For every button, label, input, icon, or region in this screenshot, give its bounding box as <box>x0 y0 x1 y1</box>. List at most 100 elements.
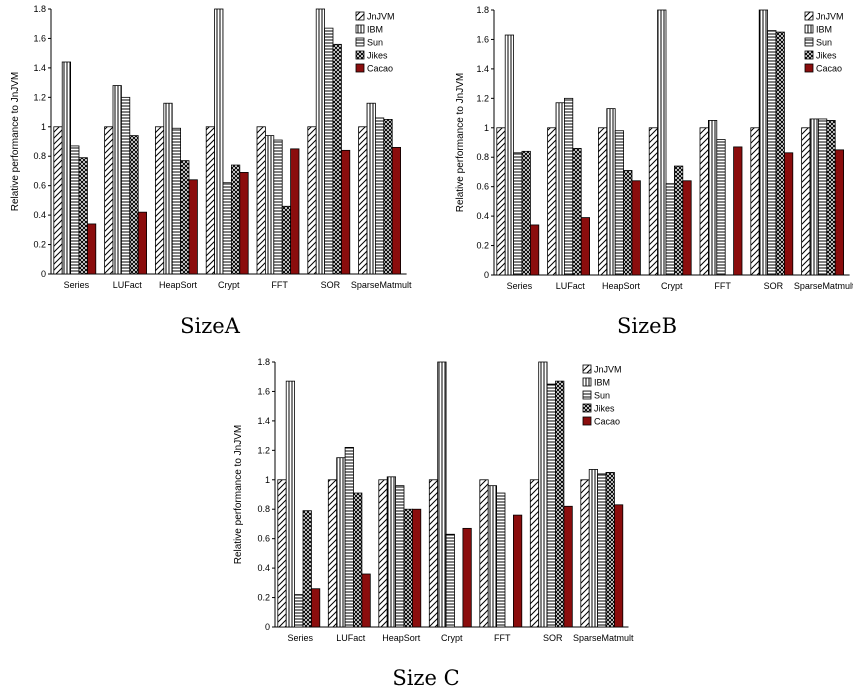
bar-crypt-ibm <box>214 8 224 275</box>
legend-swatch-cacao <box>355 63 365 73</box>
legend-swatch-jnjvm <box>355 11 365 21</box>
y-tick-label: 0.4 <box>476 211 489 221</box>
bar-lufact-sun <box>564 97 574 276</box>
bar-sparsematmult-jikes <box>826 120 836 276</box>
y-tick-label: 1.8 <box>33 4 46 14</box>
legend-swatch-jikes <box>804 50 814 60</box>
x-tick-label: SOR <box>321 280 341 290</box>
legend-label-sun: Sun <box>367 38 383 48</box>
legend-swatch-cacao <box>804 63 814 73</box>
y-axis-label: Relative performance to JnJVM <box>10 72 21 212</box>
bar-sparsematmult-cacao <box>834 149 845 276</box>
bar-sparsematmult-jikes <box>383 119 393 275</box>
bar-series-ibm <box>285 380 296 628</box>
bar-sparsematmult-sun <box>818 118 828 276</box>
bar-heapsort-cacao <box>188 179 198 275</box>
x-tick-label: Series <box>287 633 313 643</box>
y-tick-label: 0.4 <box>33 210 46 220</box>
legend-swatch-jnjvm <box>804 11 814 21</box>
bar-crypt-ibm <box>657 9 667 276</box>
legend-swatch-sun <box>582 390 592 400</box>
y-tick-label: 1.8 <box>476 5 489 15</box>
bar-sor-jikes <box>332 43 342 275</box>
bar-lufact-sun <box>121 96 131 275</box>
bar-fft-ibm <box>264 135 275 275</box>
bar-heapsort-sun <box>614 130 625 276</box>
y-tick-label: 0.8 <box>257 504 270 514</box>
x-tick-label: SOR <box>764 281 784 291</box>
caption-size-c: Size C <box>392 666 459 690</box>
bar-sor-sun <box>324 27 334 275</box>
y-tick-label: 0 <box>484 270 489 280</box>
bar-sparsematmult-ibm <box>588 469 599 628</box>
bar-fft-sun <box>496 492 506 628</box>
legend-swatch-ibm <box>355 24 365 34</box>
bar-series-sun <box>513 152 523 276</box>
y-tick-label: 0 <box>41 269 46 279</box>
bar-fft-sun <box>716 139 726 276</box>
bar-sparsematmult-jnjvm <box>801 127 811 276</box>
legend-label-cacao: Cacao <box>594 417 620 427</box>
legend-label-jikes: Jikes <box>816 51 837 61</box>
bar-fft-jnjvm <box>256 126 266 275</box>
legend-swatch-jikes <box>355 50 365 60</box>
bar-sor-jnjvm <box>307 126 317 275</box>
bar-series-jikes <box>302 510 312 628</box>
bar-fft-ibm <box>708 120 718 276</box>
bar-sor-cacao <box>340 149 351 275</box>
bar-crypt-cacao <box>682 180 692 276</box>
y-tick-label: 1.6 <box>257 386 270 396</box>
bar-lufact-jnjvm <box>547 127 557 276</box>
y-tick-label: 0.2 <box>33 240 46 250</box>
x-tick-label: LUFact <box>336 633 366 643</box>
bar-sor-ibm <box>758 9 769 276</box>
y-tick-label: 0 <box>265 622 270 632</box>
y-tick-label: 0.8 <box>33 151 46 161</box>
bar-sparsematmult-cacao <box>614 504 624 628</box>
bar-crypt-jikes <box>674 165 684 276</box>
bar-series-jikes <box>78 157 88 275</box>
bar-sparsematmult-ibm <box>366 102 376 275</box>
bar-crypt-sun <box>445 533 455 628</box>
legend-label-jnjvm: JnJVM <box>816 12 844 22</box>
bar-crypt-jikes <box>230 164 241 275</box>
bar-series-ibm <box>61 61 72 275</box>
y-tick-label: 0.2 <box>476 241 489 251</box>
legend: JnJVM IBM Sun Jikes Cacao <box>582 364 622 427</box>
bar-crypt-ibm <box>437 361 447 628</box>
legend-label-ibm: IBM <box>594 378 610 388</box>
bar-sparsematmult-jnjvm <box>358 126 368 275</box>
legend-swatch-sun <box>804 37 814 47</box>
legend-swatch-ibm <box>582 377 592 387</box>
legend-label-jikes: Jikes <box>594 404 615 414</box>
bar-sparsematmult-cacao <box>391 146 402 275</box>
legend-label-jnjvm: JnJVM <box>367 12 395 22</box>
legend-swatch-jnjvm <box>582 364 592 374</box>
y-tick-label: 1.8 <box>257 357 270 367</box>
bar-sor-cacao <box>784 152 794 276</box>
bar-fft-sun <box>273 139 283 275</box>
bar-sparsematmult-jikes <box>605 472 615 628</box>
y-tick-label: 0.4 <box>257 563 270 573</box>
x-tick-label: Series <box>64 280 90 290</box>
y-tick-label: 1.6 <box>476 34 489 44</box>
caption-size-b: SizeB <box>617 314 677 338</box>
x-tick-label: SparseMatmult <box>794 281 853 291</box>
bar-crypt-jnjvm <box>648 127 659 276</box>
bar-lufact-jikes <box>129 135 139 275</box>
bar-series-jikes <box>521 150 531 276</box>
y-tick-label: 0.6 <box>476 182 489 192</box>
bar-lufact-sun <box>344 446 354 628</box>
y-tick-label: 1.2 <box>476 93 489 103</box>
y-tick-label: 1.6 <box>33 33 46 43</box>
bar-fft-jnjvm <box>699 127 709 276</box>
bar-series-jnjvm <box>496 127 506 276</box>
legend-label-jnjvm: JnJVM <box>594 365 622 375</box>
bar-sor-sun <box>767 30 777 276</box>
bar-sparsematmult-ibm <box>809 118 819 276</box>
legend-label-sun: Sun <box>816 38 832 48</box>
chart-size-a: 0 0.2 0.4 0.6 0.8 1 1.2 1.4 1.6 1.8 Relative perfo… <box>10 4 412 290</box>
legend-label-cacao: Cacao <box>367 64 393 74</box>
bar-heapsort-jikes <box>403 508 413 628</box>
